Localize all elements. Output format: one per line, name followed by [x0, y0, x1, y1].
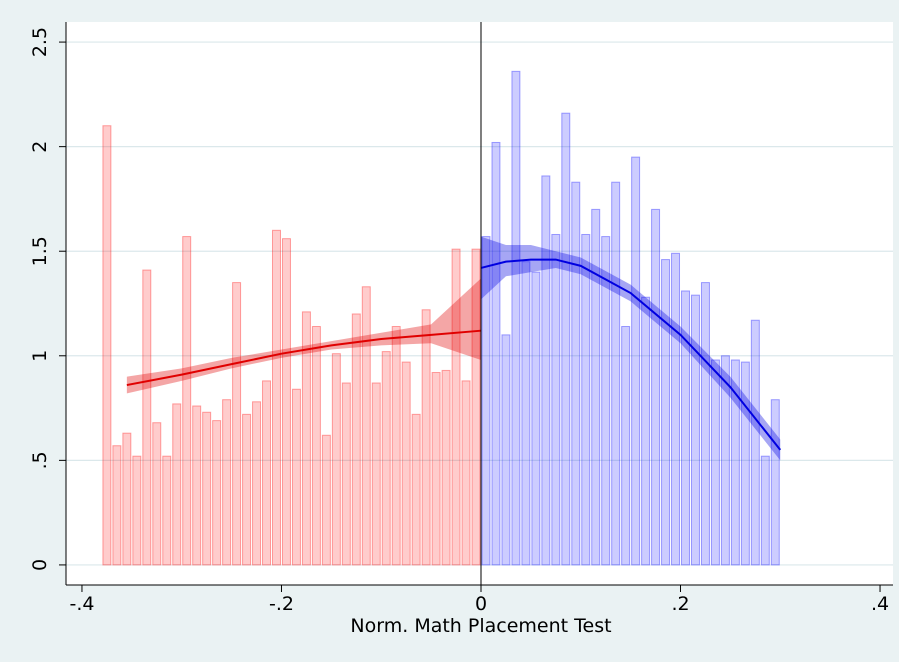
bar: [152, 422, 162, 566]
y-tick-label: .5: [29, 451, 51, 469]
bar: [232, 282, 242, 566]
bar: [102, 125, 112, 566]
bar: [441, 369, 451, 566]
bar: [451, 248, 461, 566]
bar: [700, 282, 710, 566]
bar: [272, 229, 281, 566]
bar: [720, 355, 730, 566]
bar: [651, 208, 661, 566]
y-tick-label: 1.5: [29, 236, 51, 266]
bar: [202, 411, 212, 566]
bar: [621, 326, 631, 566]
bar: [521, 261, 531, 566]
bar: [411, 413, 421, 566]
bar: [142, 269, 152, 566]
x-axis-label: Norm. Math Placement Test: [350, 615, 611, 637]
bar: [311, 326, 321, 566]
fit-line: [480, 258, 782, 451]
bar: [162, 455, 172, 566]
bar: [172, 403, 182, 566]
bar: [750, 319, 760, 566]
x-tick-label: .4: [871, 593, 889, 615]
bar: [601, 236, 611, 566]
fit-line: [126, 329, 482, 387]
bar: [571, 181, 581, 566]
x-tick-label: .2: [671, 593, 689, 615]
bar: [132, 455, 142, 566]
bar: [671, 252, 681, 566]
x-tick-label: -.4: [69, 593, 94, 615]
bar: [740, 361, 750, 566]
bar: [421, 309, 431, 566]
bar: [301, 311, 311, 566]
bar: [481, 236, 491, 566]
bar: [112, 445, 122, 566]
bar: [491, 141, 501, 566]
bar: [331, 353, 341, 566]
bar: [291, 388, 301, 566]
plot-area: [66, 22, 893, 585]
bar: [371, 382, 381, 566]
bar: [690, 294, 700, 566]
bar: [501, 334, 511, 566]
bar: [351, 313, 361, 566]
bar: [281, 238, 291, 566]
bar: [391, 326, 401, 566]
x-tick-label: 0: [475, 593, 487, 615]
bar: [581, 233, 591, 566]
bar: [471, 248, 481, 566]
bar: [341, 382, 351, 566]
bar: [212, 420, 222, 566]
bar: [681, 290, 690, 566]
bar: [561, 112, 571, 566]
bar: [541, 175, 551, 566]
x-tick-label: -.2: [269, 593, 294, 615]
bar: [321, 434, 331, 566]
bar: [531, 271, 541, 566]
bar: [381, 351, 391, 566]
y-tick-label: 2: [29, 141, 51, 153]
bar: [661, 259, 671, 566]
bar: [431, 372, 441, 566]
confidence-band: [126, 278, 481, 394]
bar: [182, 236, 192, 566]
bar: [591, 208, 601, 566]
bar: [641, 296, 651, 566]
bar: [222, 399, 232, 566]
bar: [122, 432, 132, 566]
bar: [551, 233, 561, 566]
y-tick-label: 1: [29, 350, 51, 362]
bar: [611, 181, 621, 566]
bar: [760, 455, 770, 566]
bar: [770, 399, 780, 566]
bar: [511, 70, 521, 566]
bar: [401, 361, 411, 566]
bar: [710, 359, 720, 566]
y-tick-label: 0: [29, 559, 51, 571]
confidence-band: [480, 236, 781, 461]
y-tick-label: 2.5: [29, 27, 51, 57]
bar: [262, 380, 272, 566]
bar: [242, 413, 252, 566]
bar: [730, 359, 740, 566]
bar: [461, 380, 471, 566]
bar: [192, 405, 202, 566]
bar: [361, 286, 371, 566]
bar: [631, 156, 641, 566]
bar: [252, 401, 262, 566]
